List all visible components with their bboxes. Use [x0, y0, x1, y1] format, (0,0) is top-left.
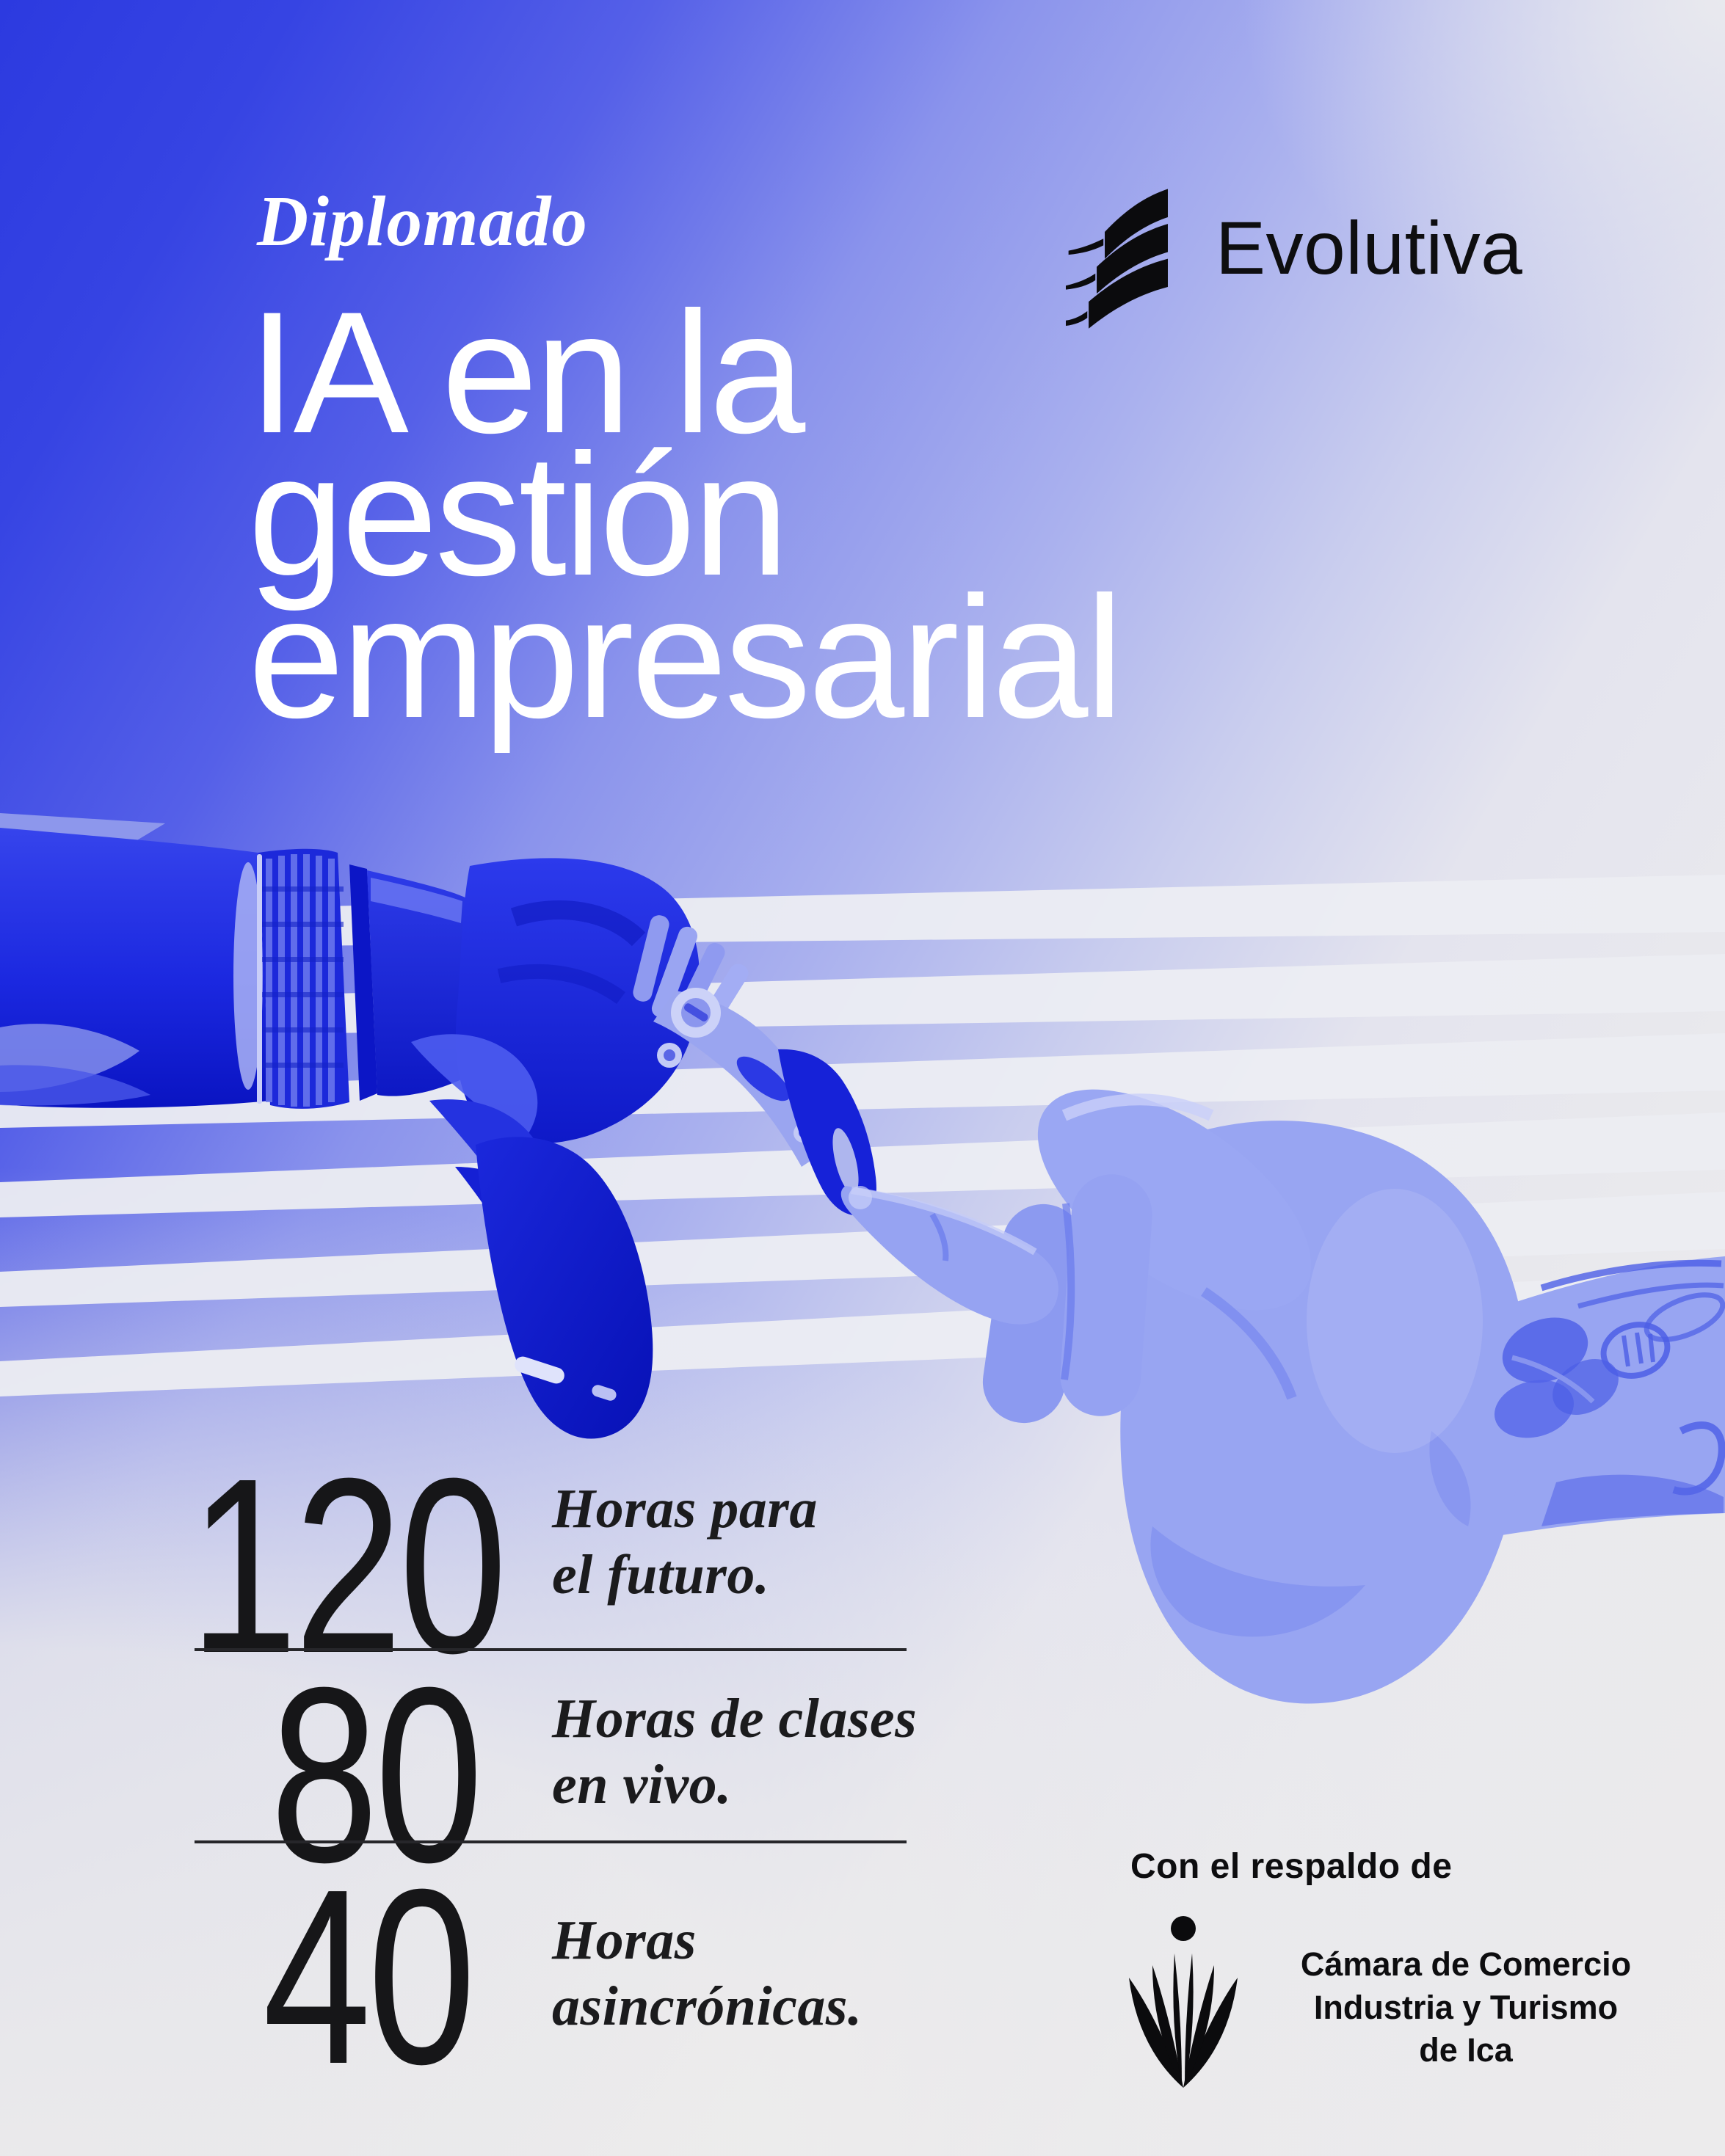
kicker-text: Diplomado [257, 182, 588, 261]
evolutiva-logo-icon [1066, 189, 1168, 329]
stat-divider-1 [195, 1648, 907, 1651]
page-title: IA en la gestión empresarial [248, 276, 1124, 754]
stat-label-line: el futuro. [552, 1543, 770, 1606]
stat-label-40: Horas asincrónicas. [552, 1908, 862, 2039]
stat-label-line: Horas [552, 1909, 697, 1971]
stat-label-line: Horas para [552, 1478, 818, 1540]
camara-name-line: Cámara de Comercio [1300, 1945, 1632, 1983]
robot-arm-illustration [0, 813, 883, 1439]
human-hand-illustration [840, 1089, 1725, 1704]
title-line-2: gestión [248, 418, 789, 612]
stat-value-40: 40 [263, 1838, 476, 2116]
camara-name: Cámara de Comercio Industria y Turismo d… [1293, 1943, 1638, 2072]
stat-divider-2 [195, 1840, 907, 1843]
title-line-1: IA en la [248, 276, 805, 470]
title-line-3: empresarial [248, 561, 1124, 754]
stat-label-120: Horas para el futuro. [552, 1476, 818, 1608]
sponsor-intro: Con el respaldo de [1130, 1847, 1453, 1886]
stat-label-80: Horas de clases en vivo. [552, 1686, 917, 1818]
evolutiva-wordmark: Evolutiva [1216, 205, 1523, 290]
evolutiva-logo: Evolutiva [1066, 167, 1522, 329]
stat-label-line: en vivo. [552, 1753, 732, 1816]
stat-label-line: Horas de clases [552, 1688, 918, 1749]
camara-name-line: Industria y Turismo [1313, 1988, 1619, 2026]
stat-value-80: 80 [270, 1636, 483, 1915]
stat-label-line: asincrónicas. [552, 1975, 862, 2037]
camara-name-line: de Ica [1419, 2031, 1513, 2069]
tattoo-marks [1494, 1259, 1725, 1526]
camara-logo-icon [1129, 1916, 1238, 2088]
